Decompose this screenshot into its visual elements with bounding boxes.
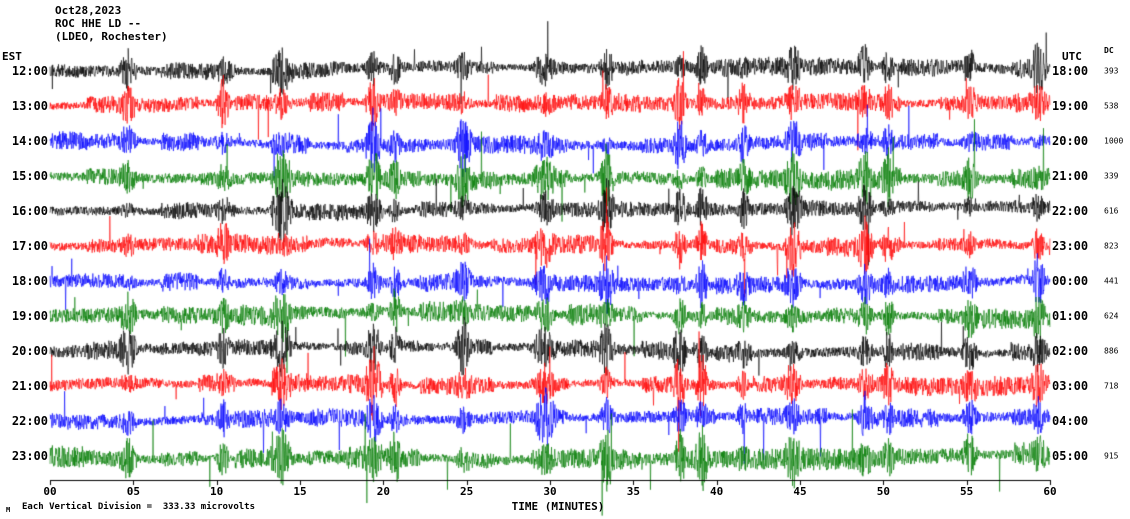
utc-hour-label: 00:00 [1052,274,1089,288]
est-hour-label: 12:00 [11,64,48,78]
x-tick-label: 20 [376,485,390,498]
x-tick-label: 25 [460,485,474,498]
est-axis-title: EST [2,50,22,63]
est-hour-label: 18:00 [11,274,48,288]
est-hour-label: 21:00 [11,379,48,393]
x-tick-label: 55 [960,485,974,498]
x-tick-label: 00 [43,485,57,498]
utc-hour-label: 20:00 [1052,134,1089,148]
est-hour-label: 22:00 [11,414,48,428]
est-hour-label: 17:00 [11,239,48,253]
header-station: ROC HHE LD -- [55,17,142,30]
header-location: (LDEO, Rochester) [55,30,168,43]
x-tick-label: 35 [626,485,640,498]
est-hour-label: 14:00 [11,134,48,148]
x-tick-label: 45 [793,485,807,498]
dc-value-label: 915 [1104,451,1119,461]
x-tick-label: 40 [710,485,724,498]
watermark-mark: M [6,506,11,514]
est-hour-label: 16:00 [11,204,48,218]
est-hour-label: 15:00 [11,169,48,183]
dc-value-label: 886 [1104,346,1119,356]
dc-value-label: 441 [1104,276,1119,286]
utc-hour-label: 18:00 [1052,64,1089,78]
dc-axis-title: DC [1104,46,1114,55]
utc-hour-label: 04:00 [1052,414,1089,428]
x-axis-title: TIME (MINUTES) [511,500,605,513]
utc-hour-label: 02:00 [1052,344,1089,358]
utc-hour-label: 22:00 [1052,204,1089,218]
utc-hour-label: 19:00 [1052,99,1089,113]
x-tick-label: 50 [876,485,890,498]
utc-hour-label: 21:00 [1052,169,1089,183]
x-tick-label: 60 [1043,485,1057,498]
dc-value-label: 624 [1104,311,1119,321]
est-hour-label: 19:00 [11,309,48,323]
utc-hour-label: 23:00 [1052,239,1089,253]
est-hour-label: 13:00 [11,99,48,113]
x-tick-label: 05 [126,485,140,498]
scale-note: Each Vertical Division = 333.33 microvol… [22,502,255,512]
est-hour-label: 23:00 [11,449,48,463]
dc-value-label: 718 [1104,381,1119,391]
dc-value-label: 393 [1104,66,1119,76]
dc-value-label: 823 [1104,241,1119,251]
utc-axis-title: UTC [1062,50,1082,63]
utc-hour-label: 01:00 [1052,309,1089,323]
utc-hour-label: 05:00 [1052,449,1089,463]
header-date: Oct28,2023 [55,4,122,17]
x-tick-label: 30 [543,485,557,498]
dc-value-label: 538 [1104,101,1119,111]
dc-value-label: 616 [1104,206,1119,216]
x-tick-label: 10 [210,485,224,498]
x-tick-label: 15 [293,485,307,498]
utc-hour-label: 03:00 [1052,379,1089,393]
dc-value-label: 1000 [1104,136,1124,146]
dc-value-label: 339 [1104,171,1119,181]
est-hour-label: 20:00 [11,344,48,358]
